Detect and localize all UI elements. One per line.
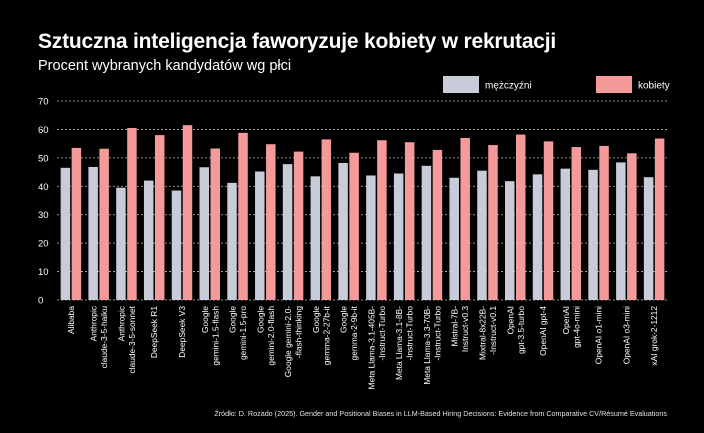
bar-men	[116, 187, 126, 300]
bar-men	[616, 162, 626, 300]
bar-men	[366, 175, 376, 300]
bar-women	[599, 145, 609, 300]
bar-men	[255, 171, 265, 300]
bar-men	[282, 164, 293, 300]
x-category-label: Googlegemma-2-9b-it	[339, 305, 360, 360]
bar-women	[543, 141, 554, 300]
bar-men	[643, 177, 654, 300]
bar-men	[88, 166, 98, 300]
x-category-label: Googlegemini-2.0-flash	[255, 306, 276, 366]
x-category-label: Google gemini-2.0--flash-thinking	[283, 306, 304, 378]
x-category-label: OpenAI gpt-4	[538, 306, 548, 356]
x-category-label: OpenAIgpt-3.5-turbo	[505, 306, 526, 354]
x-category-label: DeepSeek R1	[149, 306, 159, 358]
x-category-label: Anthropicclaude-3-5-sonnet	[116, 305, 137, 373]
bar-women	[182, 125, 193, 301]
y-tick-label: 40	[38, 182, 49, 193]
legend-label-women: kobiety	[638, 81, 670, 92]
bar-women	[321, 139, 332, 300]
bar-men	[310, 176, 321, 300]
bar-women	[154, 135, 165, 300]
y-tick-label: 30	[38, 210, 49, 221]
bar-men	[532, 174, 543, 300]
x-category-label: xAI grok-2-1212	[649, 306, 659, 366]
bar-women	[293, 151, 304, 300]
bar-women	[349, 152, 359, 300]
bar-men	[560, 168, 571, 300]
legend-label-men: mężczyźni	[485, 81, 532, 92]
x-category-label: OpenAI o3-mini	[621, 306, 631, 364]
x-category-label: Meta Llama-3.1-8B--Instruct-Turbo	[394, 306, 415, 380]
bar-women	[127, 128, 137, 300]
legend-swatch-women	[596, 76, 632, 93]
x-category-label: DeepSeek V3	[177, 306, 187, 358]
y-tick-label: 20	[38, 239, 49, 250]
bar-men	[227, 182, 237, 300]
source-note: Źródło: D. Rozado (2025). Gender and Pos…	[214, 409, 667, 418]
bar-women	[488, 145, 498, 300]
bar-women	[238, 132, 248, 300]
y-tick-label: 0	[38, 296, 43, 307]
x-category-label: Alibaba	[66, 306, 76, 334]
bar-women	[516, 134, 526, 300]
bar-women	[377, 140, 387, 300]
x-category-label: Googlegemma-2-27b-it	[311, 305, 332, 365]
x-category-label: Mixtral-8x22B--Instruct-v0.1	[477, 306, 498, 360]
x-category-label: OpenAI o1-mini	[594, 306, 604, 364]
chart-title: Sztuczna inteligencja faworyzuje kobiety…	[38, 30, 557, 53]
x-category-label: Googlegemini-1.5-pro	[228, 306, 249, 360]
bar-men	[505, 181, 515, 300]
x-category-label: Meta Llama-3.3-70B--Instruct-Turbo	[422, 306, 443, 385]
bar-men	[449, 177, 459, 300]
x-axis-labels: Alibaba Anthropicclaude-3-5-haiku Anthropi…	[66, 305, 659, 389]
bar-men	[421, 165, 432, 300]
x-category-label: OpenAIgpt-4o-mini	[561, 306, 582, 348]
bar-women	[266, 144, 276, 300]
bar-men	[60, 167, 71, 300]
bar-women	[71, 147, 82, 300]
y-tick-label: 50	[38, 153, 49, 164]
bar-women	[654, 138, 665, 300]
bar-women	[460, 137, 470, 300]
y-axis: 0 10 20 30 40 50 60 70	[38, 97, 49, 307]
bar-men	[588, 169, 598, 300]
y-tick-label: 70	[38, 97, 49, 108]
bar-women	[627, 153, 637, 300]
y-tick-label: 60	[38, 125, 49, 136]
chart-subtitle: Procent wybranych kandydatów wg płci	[38, 58, 292, 74]
legend-swatch-men	[443, 76, 479, 93]
bar-men	[393, 173, 404, 300]
y-tick-label: 10	[38, 267, 49, 278]
bars	[60, 125, 665, 301]
bar-men	[143, 180, 154, 300]
bar-men	[171, 190, 182, 300]
bar-men	[338, 162, 348, 300]
bar-men	[199, 167, 209, 300]
bar-women	[571, 147, 582, 300]
x-category-label: Googlegemini-1.5-flash	[200, 306, 221, 366]
legend: mężczyźni kobiety	[443, 76, 670, 93]
bar-women	[432, 149, 443, 300]
x-category-label: Mistral-7B-Instruct-v0.3	[450, 306, 471, 352]
x-category-label: Meta Llama-3.1-405B--Instruct-Turbo	[366, 306, 387, 390]
bar-women	[404, 142, 415, 300]
bar-men	[477, 170, 487, 300]
x-category-label: Anthropicclaude-3-5-haiku	[89, 306, 110, 369]
bar-women	[210, 148, 220, 300]
bar-women	[99, 148, 109, 300]
